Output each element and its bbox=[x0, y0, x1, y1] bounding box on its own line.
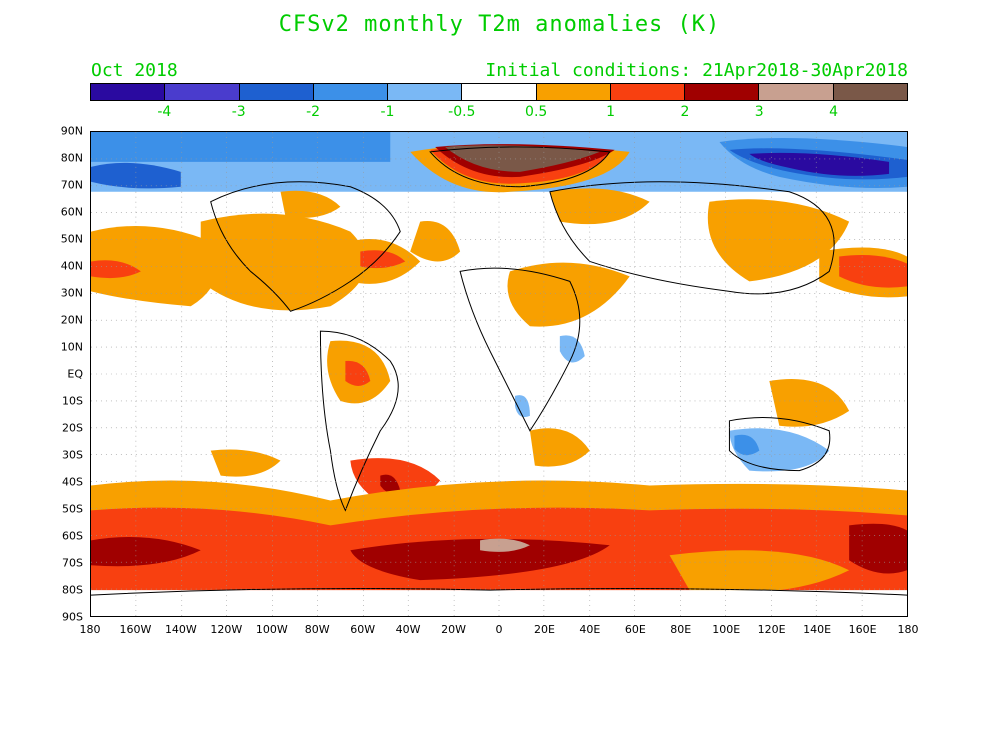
latitude-label: 70N bbox=[60, 178, 83, 192]
anomaly-map bbox=[90, 131, 908, 617]
latitude-label: 80N bbox=[60, 151, 83, 165]
longitude-label: 120E bbox=[757, 623, 786, 636]
longitude-label: 100W bbox=[255, 623, 288, 636]
longitude-label: 180 bbox=[79, 623, 101, 636]
latitude-label: 60N bbox=[60, 205, 83, 219]
colorbar bbox=[90, 83, 908, 101]
warm-region bbox=[91, 260, 141, 279]
longitude-label: 60W bbox=[350, 623, 376, 636]
warm-region bbox=[350, 538, 610, 581]
longitude-label: 160E bbox=[848, 623, 877, 636]
latitude-label: 90N bbox=[60, 124, 83, 138]
warm-region bbox=[480, 538, 530, 552]
warm-region bbox=[445, 145, 600, 172]
cold-region bbox=[729, 428, 830, 472]
longitude-label: 160W bbox=[119, 623, 152, 636]
latitude-label: 20N bbox=[60, 313, 83, 327]
colorbar-label: 3 bbox=[754, 104, 764, 120]
antarctic-interior bbox=[91, 590, 907, 616]
colorbar-label: -3 bbox=[231, 104, 246, 120]
colorbar-label: 0.5 bbox=[525, 104, 548, 120]
latitude-label: 10N bbox=[60, 340, 83, 354]
latitude-label: 30S bbox=[62, 448, 83, 462]
colorbar-swatch bbox=[536, 84, 611, 100]
longitude-label: 80W bbox=[304, 623, 330, 636]
colorbar-swatch bbox=[313, 84, 389, 100]
latitude-label: 60S bbox=[62, 529, 83, 543]
cold-region bbox=[91, 162, 181, 189]
warm-region bbox=[91, 536, 201, 567]
colorbar-swatch bbox=[388, 84, 463, 100]
warm-region bbox=[529, 428, 590, 467]
cold-region bbox=[514, 395, 530, 418]
warm-region bbox=[91, 225, 218, 307]
warm-region bbox=[769, 378, 850, 427]
longitude-label: 20W bbox=[441, 623, 466, 636]
colorbar-label: -1 bbox=[380, 104, 395, 120]
warm-region bbox=[849, 523, 907, 574]
longitude-label: 20E bbox=[533, 623, 555, 636]
coastlines bbox=[91, 146, 907, 596]
forecast-month: Oct 2018 bbox=[91, 60, 178, 81]
warm-region bbox=[360, 250, 406, 269]
colorbar-label: 2 bbox=[680, 104, 690, 120]
warm-region bbox=[507, 262, 630, 327]
longitude-label: 180 bbox=[897, 623, 919, 636]
latitude-label: 80S bbox=[62, 583, 83, 597]
warm-region bbox=[200, 213, 367, 311]
latitude-label: 40N bbox=[60, 259, 83, 273]
cold-region bbox=[91, 132, 391, 162]
colorbar-swatch bbox=[759, 84, 834, 100]
longitude-label: 80E bbox=[670, 623, 692, 636]
colorbar-swatch bbox=[239, 84, 314, 100]
cold-region bbox=[559, 335, 585, 363]
cold-region bbox=[734, 434, 760, 456]
grid-lines bbox=[91, 132, 907, 616]
colorbar-label: 4 bbox=[829, 104, 839, 120]
longitude-label: 40W bbox=[395, 623, 421, 636]
colorbar-label: 1 bbox=[606, 104, 615, 120]
warm-region bbox=[380, 474, 401, 494]
longitude-label: 140E bbox=[803, 623, 832, 636]
warm-region bbox=[280, 190, 341, 218]
map-title: CFSv2 monthly T2m anomalies (K) bbox=[278, 12, 721, 37]
warm-region bbox=[549, 188, 650, 225]
longitude-label: 0 bbox=[495, 623, 503, 636]
warm-region bbox=[410, 221, 461, 262]
colorbar-swatch bbox=[91, 84, 166, 100]
warm-region bbox=[839, 255, 907, 288]
warm-region bbox=[669, 550, 850, 593]
latitude-label: 20S bbox=[62, 421, 83, 435]
warm-region bbox=[707, 199, 850, 282]
colorbar-label: -4 bbox=[157, 104, 172, 120]
warm-region bbox=[210, 449, 281, 477]
longitude-label: 60E bbox=[624, 623, 646, 636]
colorbar-label: -0.5 bbox=[448, 104, 476, 120]
colorbar-swatch bbox=[833, 84, 907, 100]
colorbar-swatch bbox=[462, 84, 537, 100]
longitude-label: 40E bbox=[579, 623, 601, 636]
colorbar-label: -2 bbox=[306, 104, 321, 120]
colorbar-swatch bbox=[165, 84, 240, 100]
warm-region bbox=[345, 360, 371, 386]
latitude-label: 90S bbox=[62, 610, 83, 624]
latitude-label: 10S bbox=[62, 394, 83, 408]
initial-conditions: Initial conditions: 21Apr2018-30Apr2018 bbox=[485, 60, 908, 81]
longitude-label: 100E bbox=[712, 623, 741, 636]
latitude-label: 70S bbox=[62, 556, 83, 570]
latitude-label: 30N bbox=[60, 286, 83, 300]
longitude-label: 120W bbox=[210, 623, 243, 636]
colorbar-swatch bbox=[610, 84, 686, 100]
colorbar-swatch bbox=[685, 84, 760, 100]
latitude-label: EQ bbox=[67, 367, 83, 381]
latitude-label: 40S bbox=[62, 475, 83, 489]
latitude-label: 50N bbox=[60, 232, 83, 246]
longitude-label: 140W bbox=[164, 623, 197, 636]
latitude-label: 50S bbox=[62, 502, 83, 516]
